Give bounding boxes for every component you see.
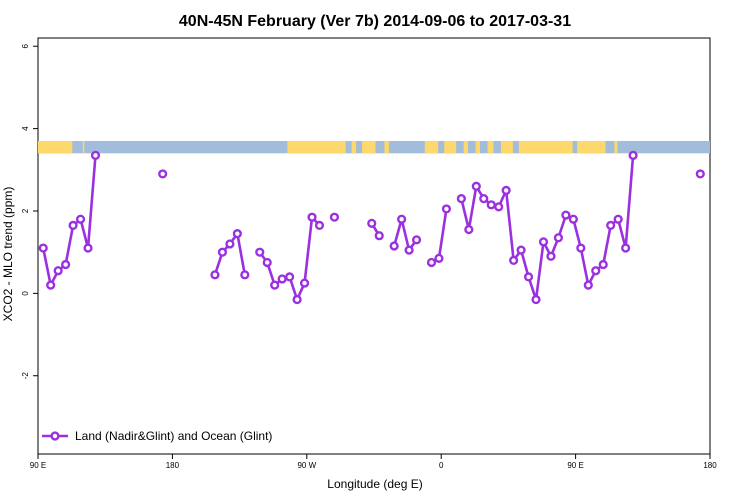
data-point [486,200,496,210]
data-point [210,270,220,280]
data-point [232,229,242,239]
data-point [426,257,437,268]
data-point [292,294,302,305]
band-land [351,140,357,154]
data-point [307,212,317,222]
data-point [158,169,168,179]
data-point [613,214,623,224]
data-point [217,247,228,257]
data-point [621,243,631,253]
data-point [501,185,511,195]
band-land [38,140,73,154]
data-point [277,274,287,284]
data-point [389,241,399,251]
data-point [628,150,638,160]
surface-type-band [38,140,710,154]
data-point [374,231,384,241]
x-tick-label: 0 [439,461,444,470]
data-point [75,214,86,224]
data-point [61,259,71,270]
y-tick-label: 0 [21,291,30,296]
data-point [397,214,407,224]
data-point [270,280,280,290]
band-land [82,140,85,154]
y-tick-label: 6 [21,43,30,48]
band-land [424,140,439,154]
x-tick-label: 90 W [297,461,316,470]
data-point [225,239,235,249]
data-point [314,220,325,231]
x-axis-label: Longitude (deg E) [327,477,422,491]
data-point [591,266,601,276]
data-point [367,218,377,228]
data-point [299,278,310,288]
data-point [516,245,526,255]
chart-title: 40N-45N February (Ver 7b) 2014-09-06 to … [179,13,571,30]
x-tick-label: 180 [703,461,717,470]
data-point [494,202,504,212]
band-land [384,140,389,154]
data-point [509,255,519,266]
band-land [362,140,376,154]
band-land [287,140,346,154]
y-tick-label: -2 [21,372,30,380]
data-point [441,204,452,214]
series-line [392,217,418,252]
data-point [404,245,414,255]
data-point [523,272,534,282]
data-point [411,235,422,245]
legend: Land (Nadir&Glint) and Ocean (Glint) [42,429,272,443]
data-point [479,194,489,204]
data-point [583,280,593,290]
data-point [329,212,340,222]
data-point [553,233,564,243]
data-point [471,181,481,191]
data-point [46,280,56,290]
band-land [577,140,606,154]
band-land [475,140,481,154]
data-point [255,247,265,257]
series-land-ocean [38,150,705,305]
y-tick-label: 2 [21,208,30,213]
data-point [695,169,705,179]
x-axis: 90 E 180 90 W 0 90 E 180 [30,454,717,470]
y-tick-label: 4 [21,126,30,131]
y-axis-label: XCO2 - MLO trend (ppm) [1,187,15,322]
data-point [262,257,272,268]
data-point [598,259,608,270]
x-tick-label: 180 [166,461,180,470]
data-point [83,243,93,253]
data-point [38,243,48,253]
data-point [68,220,78,231]
band-land [444,140,457,154]
band-land [614,140,618,154]
y-axis: -2 0 2 4 6 [21,43,38,379]
x-tick-label: 90 E [30,461,46,470]
data-point [434,253,444,263]
data-point [464,224,474,235]
data-point [576,243,586,253]
data-point [531,294,541,305]
data-point [456,194,466,204]
data-point [546,251,556,261]
legend-label: Land (Nadir&Glint) and Ocean (Glint) [75,429,272,443]
band-land [500,140,513,154]
data-point [538,237,549,247]
data-point [606,220,616,231]
band-land [487,140,494,154]
band-land [463,140,469,154]
data-point [561,210,571,220]
legend-marker [50,431,60,441]
data-point [285,272,295,282]
data-point [240,270,250,280]
data-point [90,150,101,160]
plot-frame [37,37,711,455]
data-point [568,214,578,224]
data-point [53,266,63,276]
x-tick-label: 90 E [567,461,583,470]
band-land [518,140,573,154]
